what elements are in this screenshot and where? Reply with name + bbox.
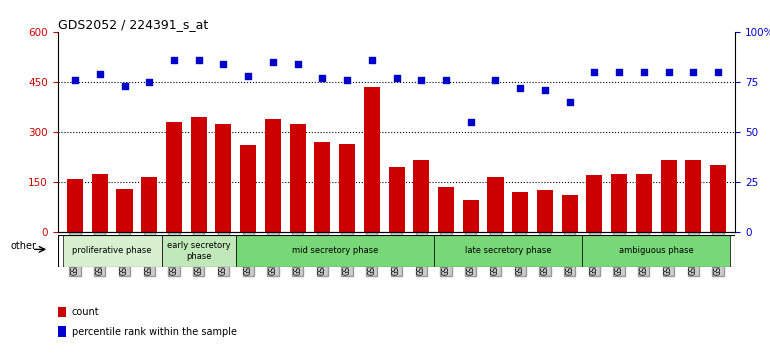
Bar — [290, 124, 306, 232]
Bar — [636, 173, 652, 232]
Bar — [611, 173, 627, 232]
Bar — [661, 160, 677, 232]
Point — [69, 77, 81, 83]
Bar — [561, 195, 578, 232]
Text: GDS2052 / 224391_s_at: GDS2052 / 224391_s_at — [58, 18, 208, 31]
Bar — [438, 187, 454, 232]
Point — [341, 77, 353, 83]
Text: mid secretory phase: mid secretory phase — [292, 246, 378, 256]
Point — [366, 57, 378, 63]
Point — [638, 69, 650, 75]
Bar — [537, 190, 553, 232]
Bar — [389, 167, 404, 232]
Bar — [582, 235, 731, 267]
Point — [292, 61, 304, 67]
Text: count: count — [72, 307, 99, 317]
Point — [266, 59, 279, 65]
Bar — [166, 122, 182, 232]
Point — [489, 77, 501, 83]
Point — [712, 69, 725, 75]
Bar — [314, 142, 330, 232]
Text: ambiguous phase: ambiguous phase — [619, 246, 694, 256]
Text: other: other — [11, 241, 36, 251]
Bar — [92, 173, 108, 232]
Bar — [363, 87, 380, 232]
Point — [94, 71, 106, 77]
Bar — [191, 117, 207, 232]
Point — [415, 77, 427, 83]
Point — [192, 57, 205, 63]
Text: late secretory phase: late secretory phase — [464, 246, 551, 256]
Bar — [463, 200, 479, 232]
Bar — [339, 143, 355, 232]
Bar — [434, 235, 582, 267]
Bar — [240, 145, 256, 232]
Point — [168, 57, 180, 63]
Point — [390, 75, 403, 81]
Point — [514, 85, 527, 91]
Text: proliferative phase: proliferative phase — [72, 246, 152, 256]
Text: percentile rank within the sample: percentile rank within the sample — [72, 326, 237, 337]
Bar — [236, 235, 434, 267]
Point — [217, 61, 229, 67]
Bar — [216, 124, 232, 232]
Point — [242, 73, 254, 79]
Bar — [141, 177, 157, 232]
Point — [119, 83, 131, 89]
Point — [662, 69, 675, 75]
Point — [440, 77, 452, 83]
Point — [316, 75, 329, 81]
Bar — [487, 177, 504, 232]
Bar — [162, 235, 236, 267]
Point — [687, 69, 699, 75]
Point — [539, 87, 551, 93]
Point — [564, 99, 576, 105]
Bar — [58, 307, 66, 317]
Bar — [413, 160, 430, 232]
Bar — [62, 235, 162, 267]
Point — [464, 119, 477, 125]
Bar — [67, 178, 83, 232]
Bar — [710, 165, 726, 232]
Point — [613, 69, 625, 75]
Text: early secretory
phase: early secretory phase — [167, 241, 230, 261]
Bar — [512, 192, 528, 232]
Point — [143, 79, 156, 85]
Bar — [685, 160, 701, 232]
Bar — [586, 175, 602, 232]
Bar — [265, 119, 281, 232]
Point — [588, 69, 601, 75]
Bar — [116, 189, 132, 232]
Bar — [58, 326, 66, 337]
